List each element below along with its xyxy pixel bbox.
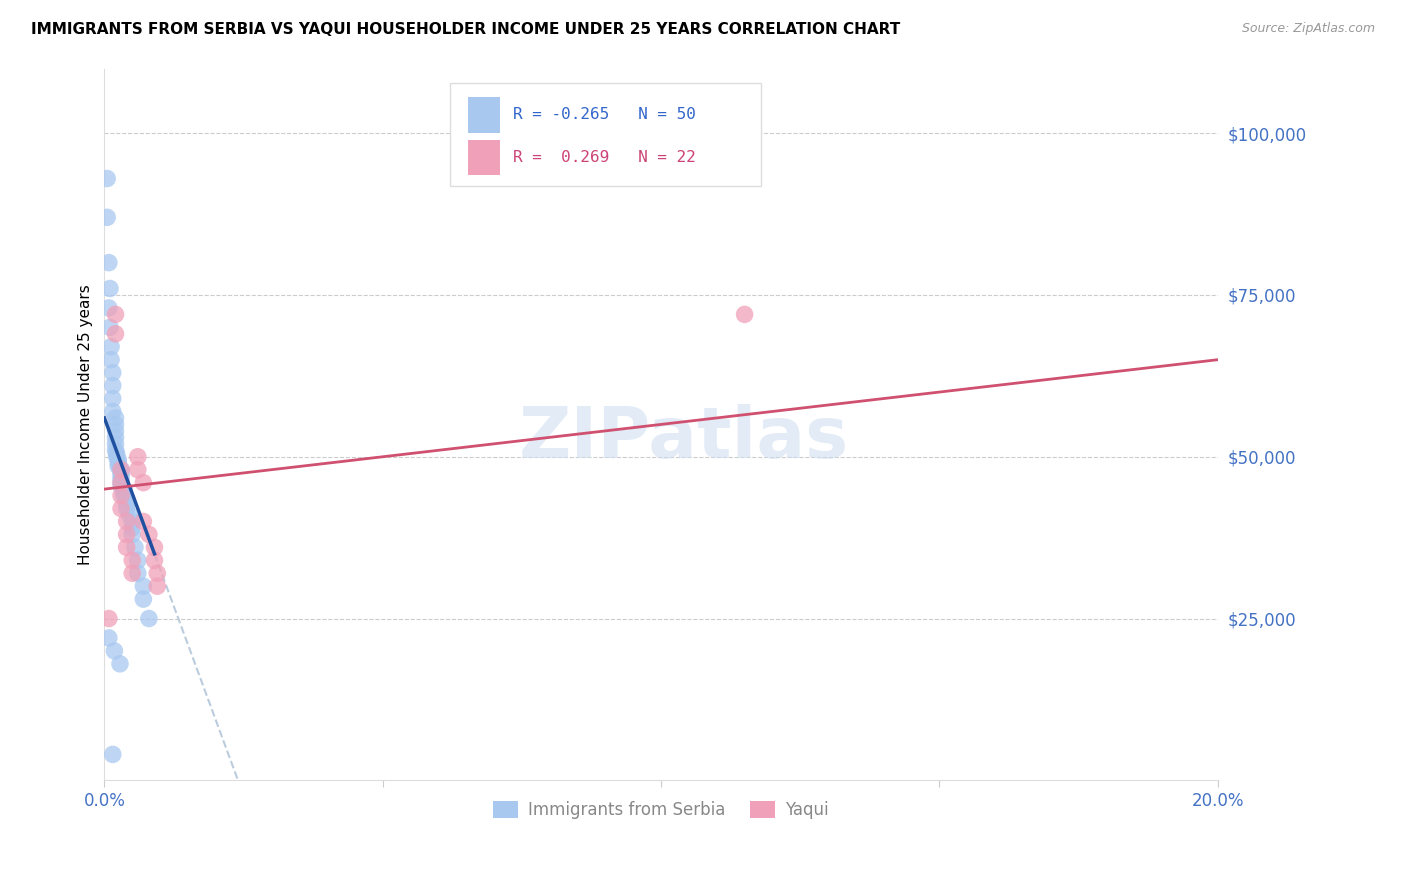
- Point: [118, 508, 141, 522]
- Point: [115, 491, 138, 506]
- Text: IMMIGRANTS FROM SERBIA VS YAQUI HOUSEHOLDER INCOME UNDER 25 YEARS CORRELATION CH: IMMIGRANTS FROM SERBIA VS YAQUI HOUSEHOL…: [31, 22, 900, 37]
- Point: [104, 411, 127, 425]
- Point: [107, 456, 129, 470]
- Point: [100, 352, 122, 367]
- Point: [97, 631, 120, 645]
- Point: [105, 450, 128, 464]
- Point: [108, 657, 131, 671]
- FancyBboxPatch shape: [468, 97, 499, 133]
- Point: [104, 437, 127, 451]
- Legend: Immigrants from Serbia, Yaqui: Immigrants from Serbia, Yaqui: [486, 794, 835, 825]
- Point: [97, 301, 120, 315]
- Point: [132, 592, 155, 607]
- Point: [110, 479, 132, 493]
- Point: [104, 430, 127, 444]
- FancyBboxPatch shape: [450, 83, 761, 186]
- Point: [734, 307, 756, 321]
- Point: [98, 320, 121, 334]
- Point: [110, 475, 132, 490]
- Point: [112, 482, 135, 496]
- Point: [96, 171, 118, 186]
- Text: R = -0.265   N = 50: R = -0.265 N = 50: [513, 107, 696, 122]
- Point: [121, 527, 143, 541]
- Point: [132, 579, 155, 593]
- Point: [110, 466, 132, 480]
- Point: [115, 498, 138, 512]
- Point: [110, 469, 132, 483]
- Point: [121, 515, 143, 529]
- Point: [101, 404, 124, 418]
- Point: [127, 463, 149, 477]
- Point: [115, 515, 138, 529]
- Point: [110, 463, 132, 477]
- Point: [132, 475, 155, 490]
- Point: [110, 475, 132, 490]
- Point: [112, 485, 135, 500]
- Point: [97, 255, 120, 269]
- Point: [127, 553, 149, 567]
- Point: [101, 378, 124, 392]
- Point: [110, 472, 132, 486]
- Point: [103, 644, 125, 658]
- Point: [121, 566, 143, 581]
- Point: [100, 340, 122, 354]
- Point: [146, 566, 169, 581]
- Point: [132, 515, 155, 529]
- Point: [110, 489, 132, 503]
- Point: [104, 443, 127, 458]
- Point: [107, 459, 129, 474]
- Point: [112, 489, 135, 503]
- Point: [143, 553, 166, 567]
- Text: Source: ZipAtlas.com: Source: ZipAtlas.com: [1241, 22, 1375, 36]
- Point: [104, 424, 127, 438]
- Point: [104, 307, 127, 321]
- Point: [138, 611, 160, 625]
- Point: [101, 366, 124, 380]
- Point: [115, 495, 138, 509]
- Point: [127, 450, 149, 464]
- Point: [104, 417, 127, 432]
- Point: [121, 553, 143, 567]
- Point: [127, 566, 149, 581]
- Point: [107, 453, 129, 467]
- Point: [115, 541, 138, 555]
- Point: [104, 326, 127, 341]
- Point: [115, 501, 138, 516]
- Text: ZIPatlas: ZIPatlas: [519, 404, 848, 473]
- Point: [96, 211, 118, 225]
- Point: [110, 463, 132, 477]
- Point: [101, 392, 124, 406]
- Y-axis label: Householder Income Under 25 years: Householder Income Under 25 years: [79, 284, 93, 565]
- Point: [98, 281, 121, 295]
- Point: [146, 579, 169, 593]
- Text: R =  0.269   N = 22: R = 0.269 N = 22: [513, 150, 696, 165]
- Point: [110, 501, 132, 516]
- Point: [105, 446, 128, 460]
- Point: [143, 541, 166, 555]
- Point: [115, 527, 138, 541]
- Point: [121, 521, 143, 535]
- Point: [97, 611, 120, 625]
- Point: [138, 527, 160, 541]
- Point: [101, 747, 124, 762]
- FancyBboxPatch shape: [468, 140, 499, 176]
- Point: [124, 541, 146, 555]
